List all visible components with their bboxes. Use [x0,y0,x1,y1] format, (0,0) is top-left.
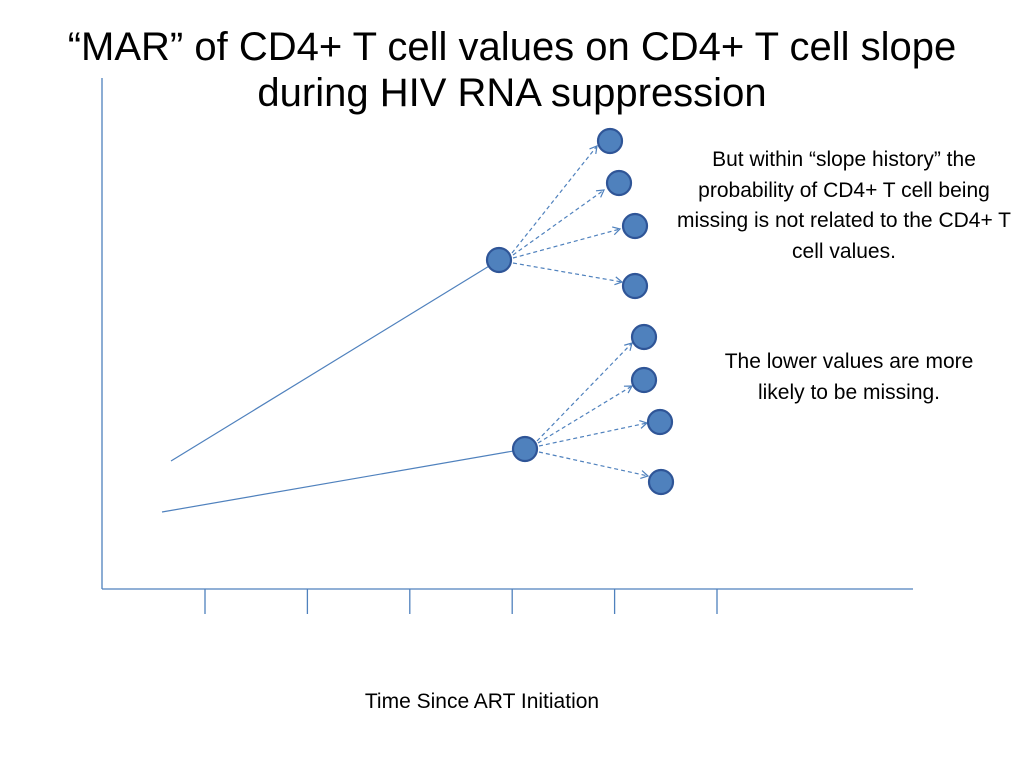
upper-trajectory-line [170,259,500,462]
upper-imputed-node [621,212,649,240]
lower-imputation-arrow [538,419,649,447]
note-missing-unrelated: But within “slope history” the probabili… [676,148,1012,263]
upper-trajectory [170,127,649,462]
upper-imputation-arrow [511,145,598,254]
upper-imputed-node [605,169,633,197]
x-axis-label: Time Since ART Initiation [364,690,600,713]
upper-imputed-node [621,272,649,300]
upper-imputation-arrow [512,262,624,286]
upper-imputed-node [596,127,624,155]
x-axis-ticks [204,589,718,614]
upper-imputation-arrow [512,189,605,256]
lower-imputation-arrow [538,451,650,479]
upper-imputation-arrow [512,226,622,259]
lower-imputation-arrow [536,342,633,442]
lower-imputed-node [630,323,658,351]
lower-observed-node [511,435,539,463]
lower-trajectory [161,323,675,513]
note-lower-missing: The lower values are more likely to be m… [724,350,974,404]
lower-imputation-arrow [537,385,634,444]
lower-trajectory-line [161,448,526,513]
upper-observed-node [485,246,513,274]
lower-imputed-node [630,366,658,394]
lower-imputed-node [647,468,675,496]
slide-title: “MAR” of CD4+ T cell values on CD4+ T ce… [67,25,957,115]
lower-imputed-node [646,408,674,436]
